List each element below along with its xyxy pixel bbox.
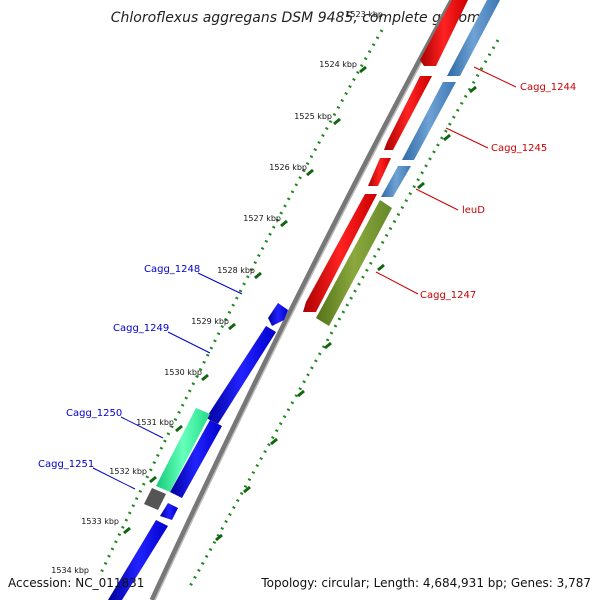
gc-ring-marks [215, 85, 477, 542]
gene-arrow-leud [368, 158, 391, 186]
gene-arrow-cagg-1244 [420, 0, 468, 66]
reverse-strand-features [108, 303, 288, 600]
tick-label: 1526 kbp [269, 163, 307, 172]
ring-mark [243, 485, 251, 494]
feature-strand [316, 0, 500, 326]
gene-label-cagg-1249: Cagg_1249 [113, 323, 169, 334]
gene-label-cagg-1247: Cagg_1247 [420, 290, 476, 301]
gene-arrow-cagg-1249 [206, 326, 276, 424]
tick-mark [254, 271, 262, 280]
tick-mark [149, 475, 157, 484]
ring-mark [469, 85, 477, 94]
tick-mark [359, 65, 367, 74]
gene-arrow-cagg-1247 [303, 194, 377, 312]
ring-mark [297, 389, 305, 398]
genome-backbone-highlight [154, 0, 456, 600]
tick-mark [306, 168, 314, 177]
tick-label: 1532 kbp [109, 467, 147, 476]
gene-label-cagg-1245: Cagg_1245 [491, 143, 547, 154]
tick-label: 1524 kbp [319, 60, 357, 69]
ring-mark [443, 133, 451, 142]
gene-arrow-cagg-1245 [384, 76, 432, 150]
tick-label: 1533 kbp [81, 517, 119, 526]
gene-label-cagg-1248: Cagg_1248 [144, 264, 200, 275]
ring-mark [215, 533, 223, 542]
leader-line [197, 272, 243, 295]
tick-marks [123, 65, 367, 535]
tick-label: 1529 kbp [191, 317, 229, 326]
leader-line [473, 66, 517, 88]
inner-features [144, 408, 210, 510]
feature-block [447, 0, 500, 76]
topology-text: Topology: circular; Length: 4,684,931 bp… [260, 576, 591, 590]
leader-line [375, 271, 419, 295]
gene-arrow-cagg-1248 [268, 303, 288, 326]
leader-line [415, 188, 459, 211]
tick-label: 1531 kbp [136, 418, 174, 427]
tick-mark [280, 219, 288, 228]
tick-mark [201, 373, 209, 382]
tick-labels: 1523 kbp 1524 kbp 1525 kbp 1526 kbp 1527… [51, 10, 383, 575]
gene-label-cagg-1251: Cagg_1251 [38, 459, 94, 470]
map-title: Chloroflexus aggregans DSM 9485, complet… [111, 10, 490, 26]
tick-mark [123, 526, 131, 535]
tick-label: 1530 kbp [164, 368, 202, 377]
tick-label: 1523 kbp [345, 10, 383, 19]
feature-block [381, 166, 411, 197]
ring-mark [324, 341, 332, 350]
tick-mark [175, 424, 183, 433]
genome-backbone [149, 0, 455, 600]
feature-gray [144, 488, 166, 510]
right-gene-labels: Cagg_1244 Cagg_1245 leuD Cagg_1247 [375, 66, 576, 301]
gene-arrow-cagg-1251 [160, 503, 178, 520]
ring-mark [377, 263, 385, 272]
leader-line [445, 127, 489, 149]
tick-mark [333, 117, 341, 126]
gene-arrow-cagg-1250b [170, 420, 222, 498]
leader-line [120, 416, 164, 439]
gene-arrow-next [108, 520, 168, 600]
ring-mark [270, 437, 278, 446]
gene-label-cagg-1250: Cagg_1250 [66, 408, 122, 419]
gc-ring [186, 39, 500, 591]
leader-line [167, 331, 211, 354]
gene-label-cagg-1244: Cagg_1244 [520, 82, 576, 93]
ring-mark [417, 181, 425, 190]
left-gene-labels: Cagg_1248 Cagg_1249 Cagg_1250 Cagg_1251 [38, 264, 243, 490]
accession-text: Accession: NC_011831 [8, 576, 144, 590]
tick-label: 1527 kbp [243, 214, 281, 223]
leader-line [92, 467, 136, 490]
forward-strand-features [303, 0, 468, 312]
feature-block [316, 200, 392, 326]
tick-mark [228, 322, 236, 331]
gene-label-leud: leuD [462, 205, 485, 216]
tick-label: 1528 kbp [217, 266, 255, 275]
feature-block [402, 82, 456, 160]
tick-label: 1534 kbp [51, 566, 89, 575]
feature-aqua [156, 408, 210, 492]
tick-label: 1525 kbp [294, 112, 332, 121]
